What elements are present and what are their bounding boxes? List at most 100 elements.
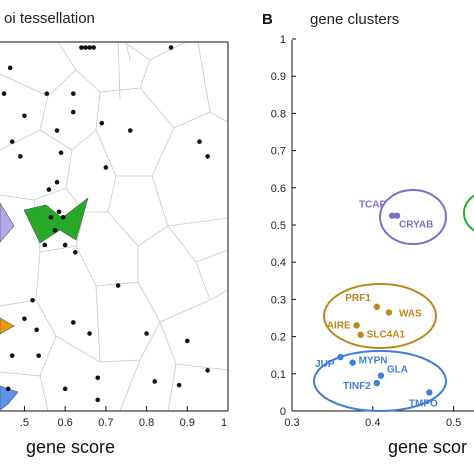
x-tick-label-a-4: 0.9 [180,417,195,429]
y-tick-label-b-6: 0.6 [271,183,286,195]
voronoi-point-2 [9,139,15,144]
panel-b-title: gene clusters [310,11,399,28]
voronoi-point-4 [22,113,27,119]
cell-orange [0,317,15,335]
voronoi-point-41 [91,45,96,50]
voronoi-point-38 [95,375,101,381]
gene-label-tinf2: TINF2 [343,381,371,392]
voronoi-point-22 [115,283,121,288]
x-label-b: gene scor [388,437,467,457]
cluster-panel: 0 0.1 0.2 0.3 0.4 0.5 0.6 0.7 0.8 0.9 1 0.3 0.4 0.5 T… [271,34,474,457]
gene-point-cryab [393,212,401,219]
voronoi-point-14 [99,120,105,126]
gene-label-aire: AIRE [327,320,351,331]
gene-label-slc4a1: SLC4A1 [367,330,406,341]
voronoi-point-11 [58,150,64,155]
voronoi-point-26 [22,316,27,322]
voronoi-edges [0,42,228,411]
voronoi-point-3 [18,154,23,159]
voronoi-point-5 [44,91,50,96]
y-tick-label-b-2: 0.2 [271,332,286,344]
voronoi-point-1 [7,65,13,71]
cluster-gold-ellipse [323,283,437,349]
voronoi-point-23 [87,331,92,336]
y-tick-label-b-0: 0 [280,406,286,418]
y-tick-label-b-4: 0.4 [271,257,286,269]
gene-point-was [385,309,393,316]
cell-blue [0,385,19,411]
x-tick-label-a-0: .5 [20,417,29,429]
voronoi-point-12 [70,91,76,96]
gene-point-prf1 [373,303,381,311]
gene-point-tmpo [426,389,433,396]
gene-label-gla: GLA [387,365,408,376]
voronoi-point-31 [62,386,68,392]
voronoi-point-16 [62,242,68,248]
voronoi-point-17 [73,250,78,255]
panel-b-letter: B [262,11,273,28]
voronoi-point-37 [205,368,210,373]
ticks-b: 0 0.1 0.2 0.3 0.4 0.5 0.6 0.7 0.8 0.9 1 0.3 0.4 0.5 [271,34,462,429]
gene-label-jup: JUP [315,359,335,370]
voronoi-point-29 [9,353,15,358]
y-tick-label-b-8: 0.8 [271,108,286,120]
x-tick-label-a-1: 0.6 [57,417,72,429]
voronoi-point-15 [42,242,48,248]
cell-point-0-1 [60,214,66,220]
voronoi-point-30 [5,386,11,392]
y-tick-label-b-3: 0.3 [271,294,286,306]
cluster-purple-ellipse [379,189,447,245]
gene-point-tinf2 [373,379,381,387]
gene-label-tmpo: TMPO [409,398,438,409]
voronoi-point-24 [70,320,76,325]
panel-a-title: oi tessellation [4,10,95,27]
gene-label-tcap: TCAP [359,200,387,211]
voronoi-point-28 [36,353,41,358]
voronoi-point-20 [197,139,202,144]
x-ticks-a: .5 0.6 0.7 0.8 0.9 1 [20,406,229,429]
voronoi-point-34 [152,379,158,384]
gene-point-slc4a1 [357,331,364,338]
voronoi-point-39 [83,45,88,50]
gene-label-was: WAS [399,308,422,319]
cluster-green-ellipse [463,194,474,232]
voronoi-point-13 [70,109,76,115]
voronoi-point-18 [103,165,109,170]
voronoi-point-27 [34,327,39,333]
voronoi-point-6 [54,128,60,133]
points-a [1,45,210,403]
x-tick-label-a-2: 0.7 [98,417,113,429]
x-label-a: gene score [26,437,115,457]
y-tick-label-b-5: 0.5 [271,220,286,232]
voronoi-point-35 [176,382,182,388]
gene-label-cryab: CRYAB [399,220,433,231]
y-tick-label-b-10: 1 [280,34,286,46]
cell-green [23,197,89,244]
voronoi-point-19 [127,128,133,133]
x-tick-label-b-1: 0.4 [365,417,380,429]
voronoi-point-32 [95,397,101,403]
voronoi-point-42 [79,45,84,50]
y-tick-label-b-1: 0.1 [271,369,286,381]
cell-point-0-0 [48,214,54,220]
y-tick-label-b-9: 0.9 [271,71,286,83]
voronoi-point-40 [87,45,92,50]
gene-point-tcap [388,212,396,219]
voronoi-point-43 [168,45,174,50]
voronoi-point-8 [56,209,62,215]
x-tick-label-b-2: 0.5 [446,417,461,429]
gene-label-mypn: MYPN [359,356,388,367]
voronoi-point-25 [30,298,35,303]
x-tick-label-a-5: 1 [221,417,227,429]
x-tick-label-b-0: 0.3 [284,417,299,429]
gene-point-jup [337,353,344,361]
voronoi-point-21 [205,154,210,159]
x-tick-label-a-3: 0.8 [139,417,154,429]
voronoi-point-0 [1,91,7,96]
gene-point-aire [353,322,360,329]
gene-point-mypn [349,359,356,366]
cluster-blue-ellipse [313,350,447,412]
cell-purple [0,202,15,243]
voronoi-point-9 [52,227,58,233]
